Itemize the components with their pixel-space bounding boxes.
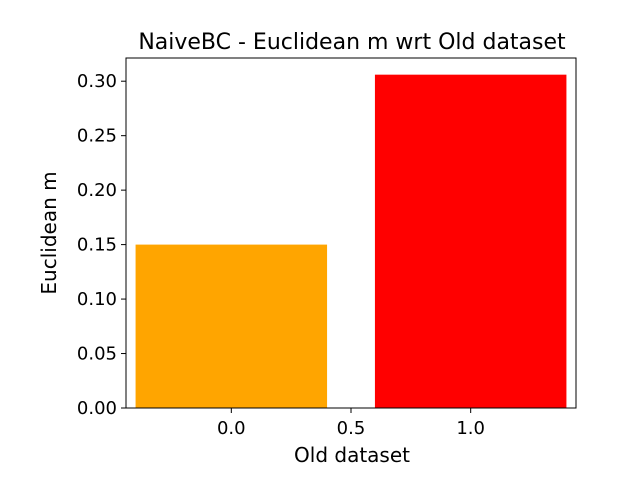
bar-1 xyxy=(374,74,567,409)
y-tick-label: 0.05 xyxy=(77,344,117,365)
bar-0 xyxy=(135,244,328,408)
y-tick-label: 0.15 xyxy=(77,235,117,256)
x-tick-label: 1.0 xyxy=(456,418,485,439)
y-tick-label: 0.10 xyxy=(77,289,117,310)
bars-layer xyxy=(135,74,567,409)
x-axis-ticks: 0.0 0.5 1.0 xyxy=(217,408,485,439)
x-axis-title: Old dataset xyxy=(294,443,410,467)
x-tick-label: 0.5 xyxy=(337,418,366,439)
y-tick-label: 0.20 xyxy=(77,180,117,201)
y-axis-title: Euclidean m xyxy=(37,171,61,294)
y-tick-label: 0.30 xyxy=(77,71,117,92)
x-tick-label: 0.0 xyxy=(217,418,246,439)
y-tick-label: 0.00 xyxy=(77,398,117,419)
y-axis-ticks: 0.00 0.05 0.10 0.15 0.20 0.25 0.30 xyxy=(77,71,126,419)
chart-title: NaiveBC - Euclidean m wrt Old dataset xyxy=(138,30,566,55)
y-tick-label: 0.25 xyxy=(77,126,117,147)
